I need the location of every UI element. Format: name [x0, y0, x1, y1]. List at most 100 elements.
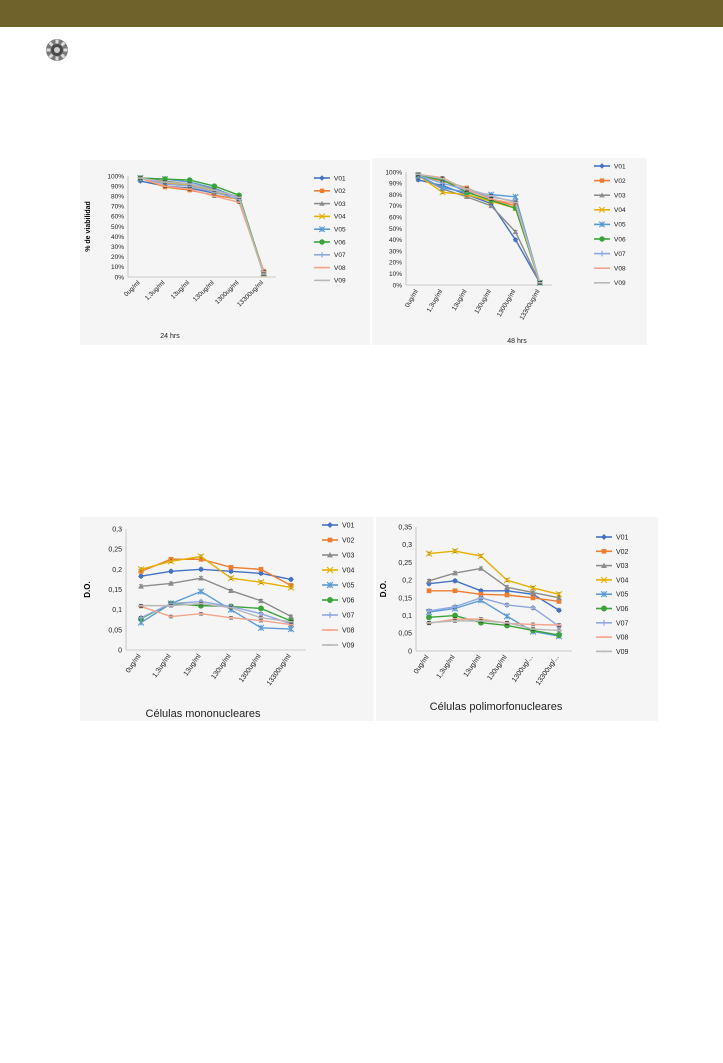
- legend-label: V08: [342, 627, 355, 634]
- data-point-v04: [287, 584, 295, 591]
- data-point-v01: [198, 566, 204, 573]
- data-point-v03: [288, 613, 294, 619]
- legend-label: V03: [614, 192, 626, 199]
- y-tick-label: 80%: [111, 193, 124, 200]
- y-tick-label: 0,25: [108, 547, 122, 554]
- data-point-v03: [556, 594, 562, 601]
- data-point-v06: [556, 632, 562, 638]
- y-tick-label: 0,2: [112, 567, 122, 574]
- chart-mononucleares: 0 0,05 0,1 0,15 0,2 0,25 0,3 0ug/ml 1,3ug/ml 13ug…: [83, 522, 355, 720]
- x-tick-label: 13ug/ml: [170, 279, 192, 301]
- y-tick-label: 0,25: [398, 560, 412, 567]
- data-point-v02: [198, 556, 204, 562]
- legend-item-v07: V07: [594, 250, 626, 258]
- legend-label: V01: [342, 522, 355, 529]
- legend-label: V06: [334, 239, 346, 246]
- legend-marker: [319, 239, 325, 245]
- legend-label: V03: [342, 552, 355, 559]
- legend-item-v05: V05: [314, 226, 346, 233]
- y-tick-label: 40%: [111, 234, 124, 241]
- data-point-v03: [228, 587, 234, 594]
- series-v09: [138, 601, 294, 624]
- legend-item-v03: V03: [314, 200, 346, 208]
- y-tick-label: 90%: [389, 181, 402, 188]
- y-tick-label: 0,3: [402, 542, 412, 549]
- y-tick-label: 30%: [111, 244, 124, 251]
- legend-item-v06: V06: [314, 239, 346, 246]
- data-point-v05: [287, 625, 295, 633]
- legend-item-v08: V08: [314, 265, 346, 272]
- legend-item-v01: V01: [322, 522, 355, 529]
- data-point-v01: [452, 577, 458, 584]
- legend-item-v01: V01: [314, 175, 346, 182]
- legend-item-v04: V04: [322, 566, 355, 574]
- chart-panel-polimorfonucleares: 0 0,05 0,1 0,15 0,2 0,25 0,3 0,35 0ug/ml 1,3ug/ml…: [376, 517, 658, 721]
- series-v05: [137, 588, 295, 633]
- legend-label: V08: [616, 635, 629, 642]
- data-point-v01: [138, 573, 144, 580]
- series-line-v01: [140, 180, 265, 274]
- legend-item-v03: V03: [322, 552, 355, 559]
- x-tick-label: 13300ug/ml: [519, 288, 542, 321]
- data-point-v05: [257, 624, 265, 632]
- legend-item-v01: V01: [594, 163, 626, 170]
- y-tick-label: 50%: [111, 224, 124, 231]
- data-point-v03: [478, 565, 484, 571]
- y-tick-label: 0,05: [398, 631, 412, 638]
- data-point-v02: [228, 564, 234, 570]
- series-v01: [138, 566, 294, 583]
- data-point-v04: [451, 547, 459, 555]
- y-axis-title: % de viabilidad: [85, 201, 92, 252]
- chart-caption: 48 hrs: [507, 338, 527, 345]
- legend-item-v05: V05: [594, 221, 626, 229]
- data-point-v02: [556, 599, 562, 604]
- legend-marker: [598, 221, 606, 228]
- legend-item-v06: V06: [594, 236, 626, 243]
- legend-marker: [601, 619, 607, 626]
- series-line-v01: [418, 179, 541, 284]
- legend-label: V04: [614, 207, 626, 214]
- y-axis-title: D.O.: [83, 581, 92, 597]
- series-line-v01: [428, 580, 560, 611]
- y-tick-label: 0: [118, 647, 122, 654]
- series-line-v07: [417, 174, 541, 283]
- legend-label: V05: [334, 226, 346, 233]
- data-point-v03: [512, 229, 519, 235]
- legend-label: V08: [614, 265, 626, 272]
- x-tick-label: 0ug/ml: [404, 288, 420, 309]
- x-tick-label: 1300ug/ml: [496, 288, 518, 318]
- legend-marker: [599, 236, 605, 242]
- y-tick-label: 0,35: [398, 524, 412, 531]
- legend-marker: [318, 226, 326, 233]
- legend-marker: [598, 206, 606, 213]
- legend-item-v04: V04: [594, 206, 626, 214]
- series-line-v09: [140, 177, 265, 275]
- legend-marker: [326, 581, 334, 589]
- data-point-v04: [439, 189, 446, 196]
- data-point-v03: [426, 577, 432, 584]
- legend-label: V01: [616, 534, 629, 541]
- series-line-v05: [428, 599, 560, 637]
- legend-item-v08: V08: [322, 627, 355, 634]
- y-tick-label: 0: [408, 648, 412, 655]
- legend-label: V07: [334, 252, 346, 259]
- y-tick-label: 0,15: [108, 587, 122, 594]
- data-point-v04: [137, 566, 145, 573]
- data-point-v02: [168, 556, 174, 562]
- series-v03: [426, 565, 562, 601]
- data-point-v07: [138, 614, 144, 621]
- y-tick-label: 100%: [385, 169, 402, 176]
- data-point-v01: [512, 237, 519, 243]
- data-point-v04: [197, 553, 205, 560]
- legend-item-v09: V09: [594, 280, 626, 287]
- data-point-v05: [503, 612, 511, 620]
- series-line-v06: [428, 614, 560, 636]
- x-tick-label: 1300ug/...: [511, 654, 535, 684]
- data-point-v04: [503, 576, 511, 584]
- legend-marker: [319, 200, 325, 206]
- data-point-v03: [258, 597, 264, 604]
- data-point-v07: [504, 602, 510, 608]
- data-point-v01: [228, 568, 234, 575]
- series-line-v03: [428, 567, 560, 599]
- x-tick-label: 13300ug/...: [535, 654, 561, 687]
